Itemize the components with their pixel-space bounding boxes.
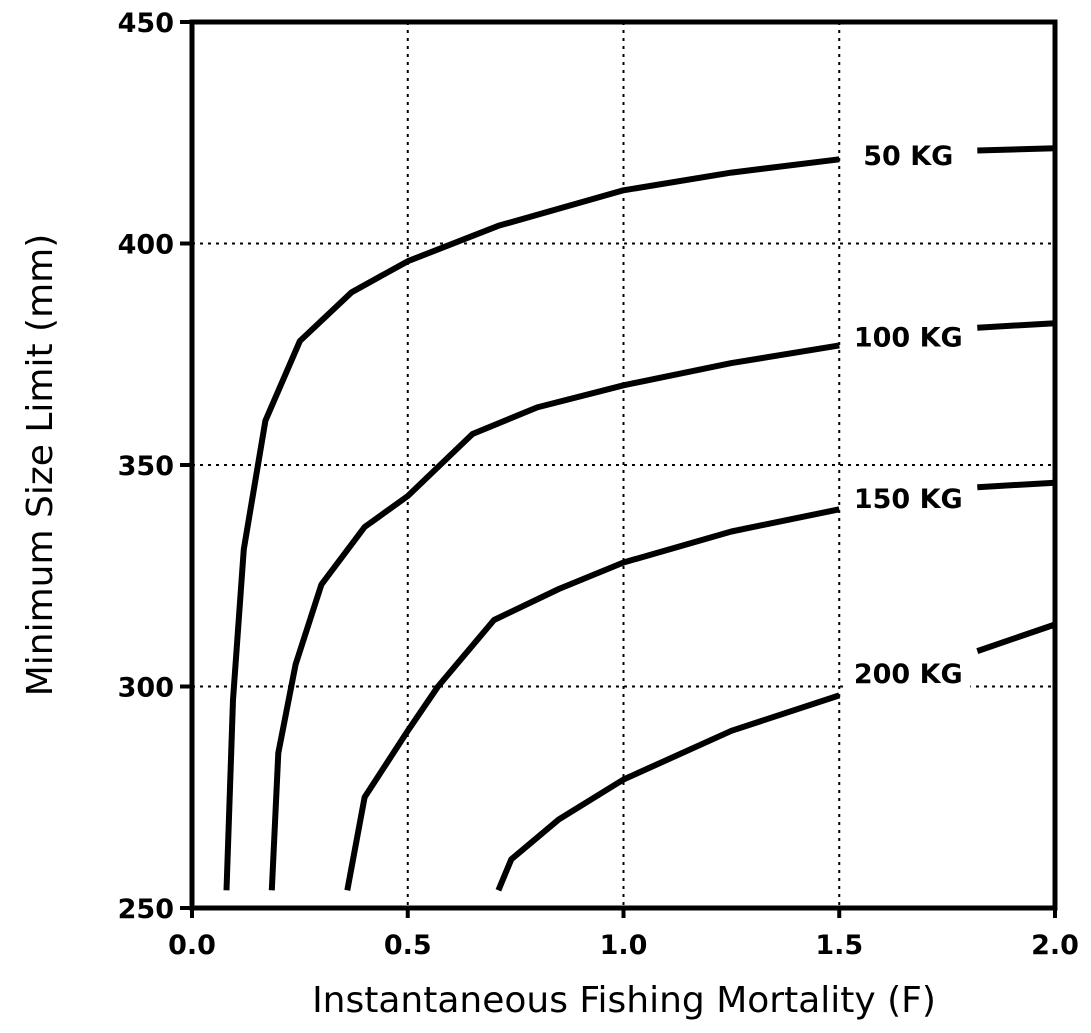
series-label: 150 KG <box>854 484 963 515</box>
series-label: 200 KG <box>854 659 963 690</box>
x-axis-title: Instantaneous Fishing Mortality (F) <box>312 980 936 1021</box>
x-tick-label: 0.0 <box>168 930 216 961</box>
series-label: 100 KG <box>854 323 963 354</box>
y-tick-label: 250 <box>118 894 174 925</box>
y-axis-title: Minimum Size Limit (mm) <box>20 234 61 697</box>
label-bg <box>846 480 971 517</box>
y-tick-label: 300 <box>118 673 174 704</box>
x-tick-label: 1.0 <box>600 930 648 961</box>
line-series <box>223 145 1056 891</box>
plot-frame <box>189 19 1058 911</box>
series-label: 50 KG <box>863 141 953 172</box>
y-tick-label: 450 <box>118 8 174 39</box>
y-tick-label: 350 <box>118 451 174 482</box>
x-tick-label: 1.5 <box>815 930 863 961</box>
label-bg <box>846 318 971 355</box>
label-bg <box>846 136 971 173</box>
label-bg <box>846 655 971 692</box>
x-tick-label: 2.0 <box>1031 930 1079 961</box>
line-series <box>268 320 1056 891</box>
line-series <box>344 479 1056 891</box>
line-series <box>495 621 1056 892</box>
y-tick-label: 400 <box>118 230 174 261</box>
x-tick-label: 0.5 <box>384 930 432 961</box>
